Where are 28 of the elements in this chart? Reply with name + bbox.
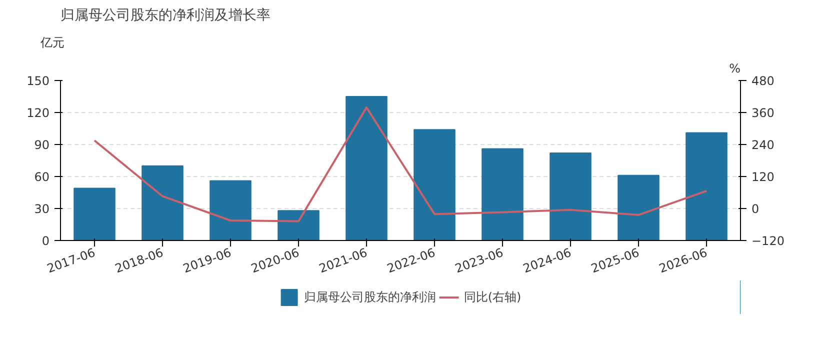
legend-label: 同比(右轴) <box>464 288 522 306</box>
y2-tick-label: 360 <box>752 106 774 120</box>
bar <box>550 152 592 240</box>
y-axis-title: 亿元 <box>40 36 64 50</box>
bar <box>414 129 456 240</box>
bar <box>142 165 184 240</box>
bar <box>278 210 320 240</box>
y-tick-label: 60 <box>34 170 50 184</box>
line-series <box>94 106 708 222</box>
bar <box>346 96 388 240</box>
chart-title: 归属母公司股东的净利润及增长率 <box>60 8 270 24</box>
bar <box>210 180 252 240</box>
y2-tick-label: 240 <box>752 138 774 152</box>
y2-tick-label: −120 <box>752 234 784 248</box>
y2-tick-label: 120 <box>752 170 774 184</box>
legend-label: 归属母公司股东的净利润 <box>304 288 436 306</box>
y2-axis-title: % <box>729 62 741 76</box>
y2-tick-label: 480 <box>752 74 774 88</box>
y-tick-label: 120 <box>26 106 50 120</box>
y-tick-label: 30 <box>34 202 50 216</box>
y2-tick-label: 0 <box>752 202 760 216</box>
y-tick-label: 150 <box>26 74 50 88</box>
bar <box>74 188 116 240</box>
y-tick-label: 0 <box>42 234 50 248</box>
y-tick-label: 90 <box>34 138 50 152</box>
bar <box>618 174 660 240</box>
bar <box>686 132 728 240</box>
bar <box>482 148 524 240</box>
